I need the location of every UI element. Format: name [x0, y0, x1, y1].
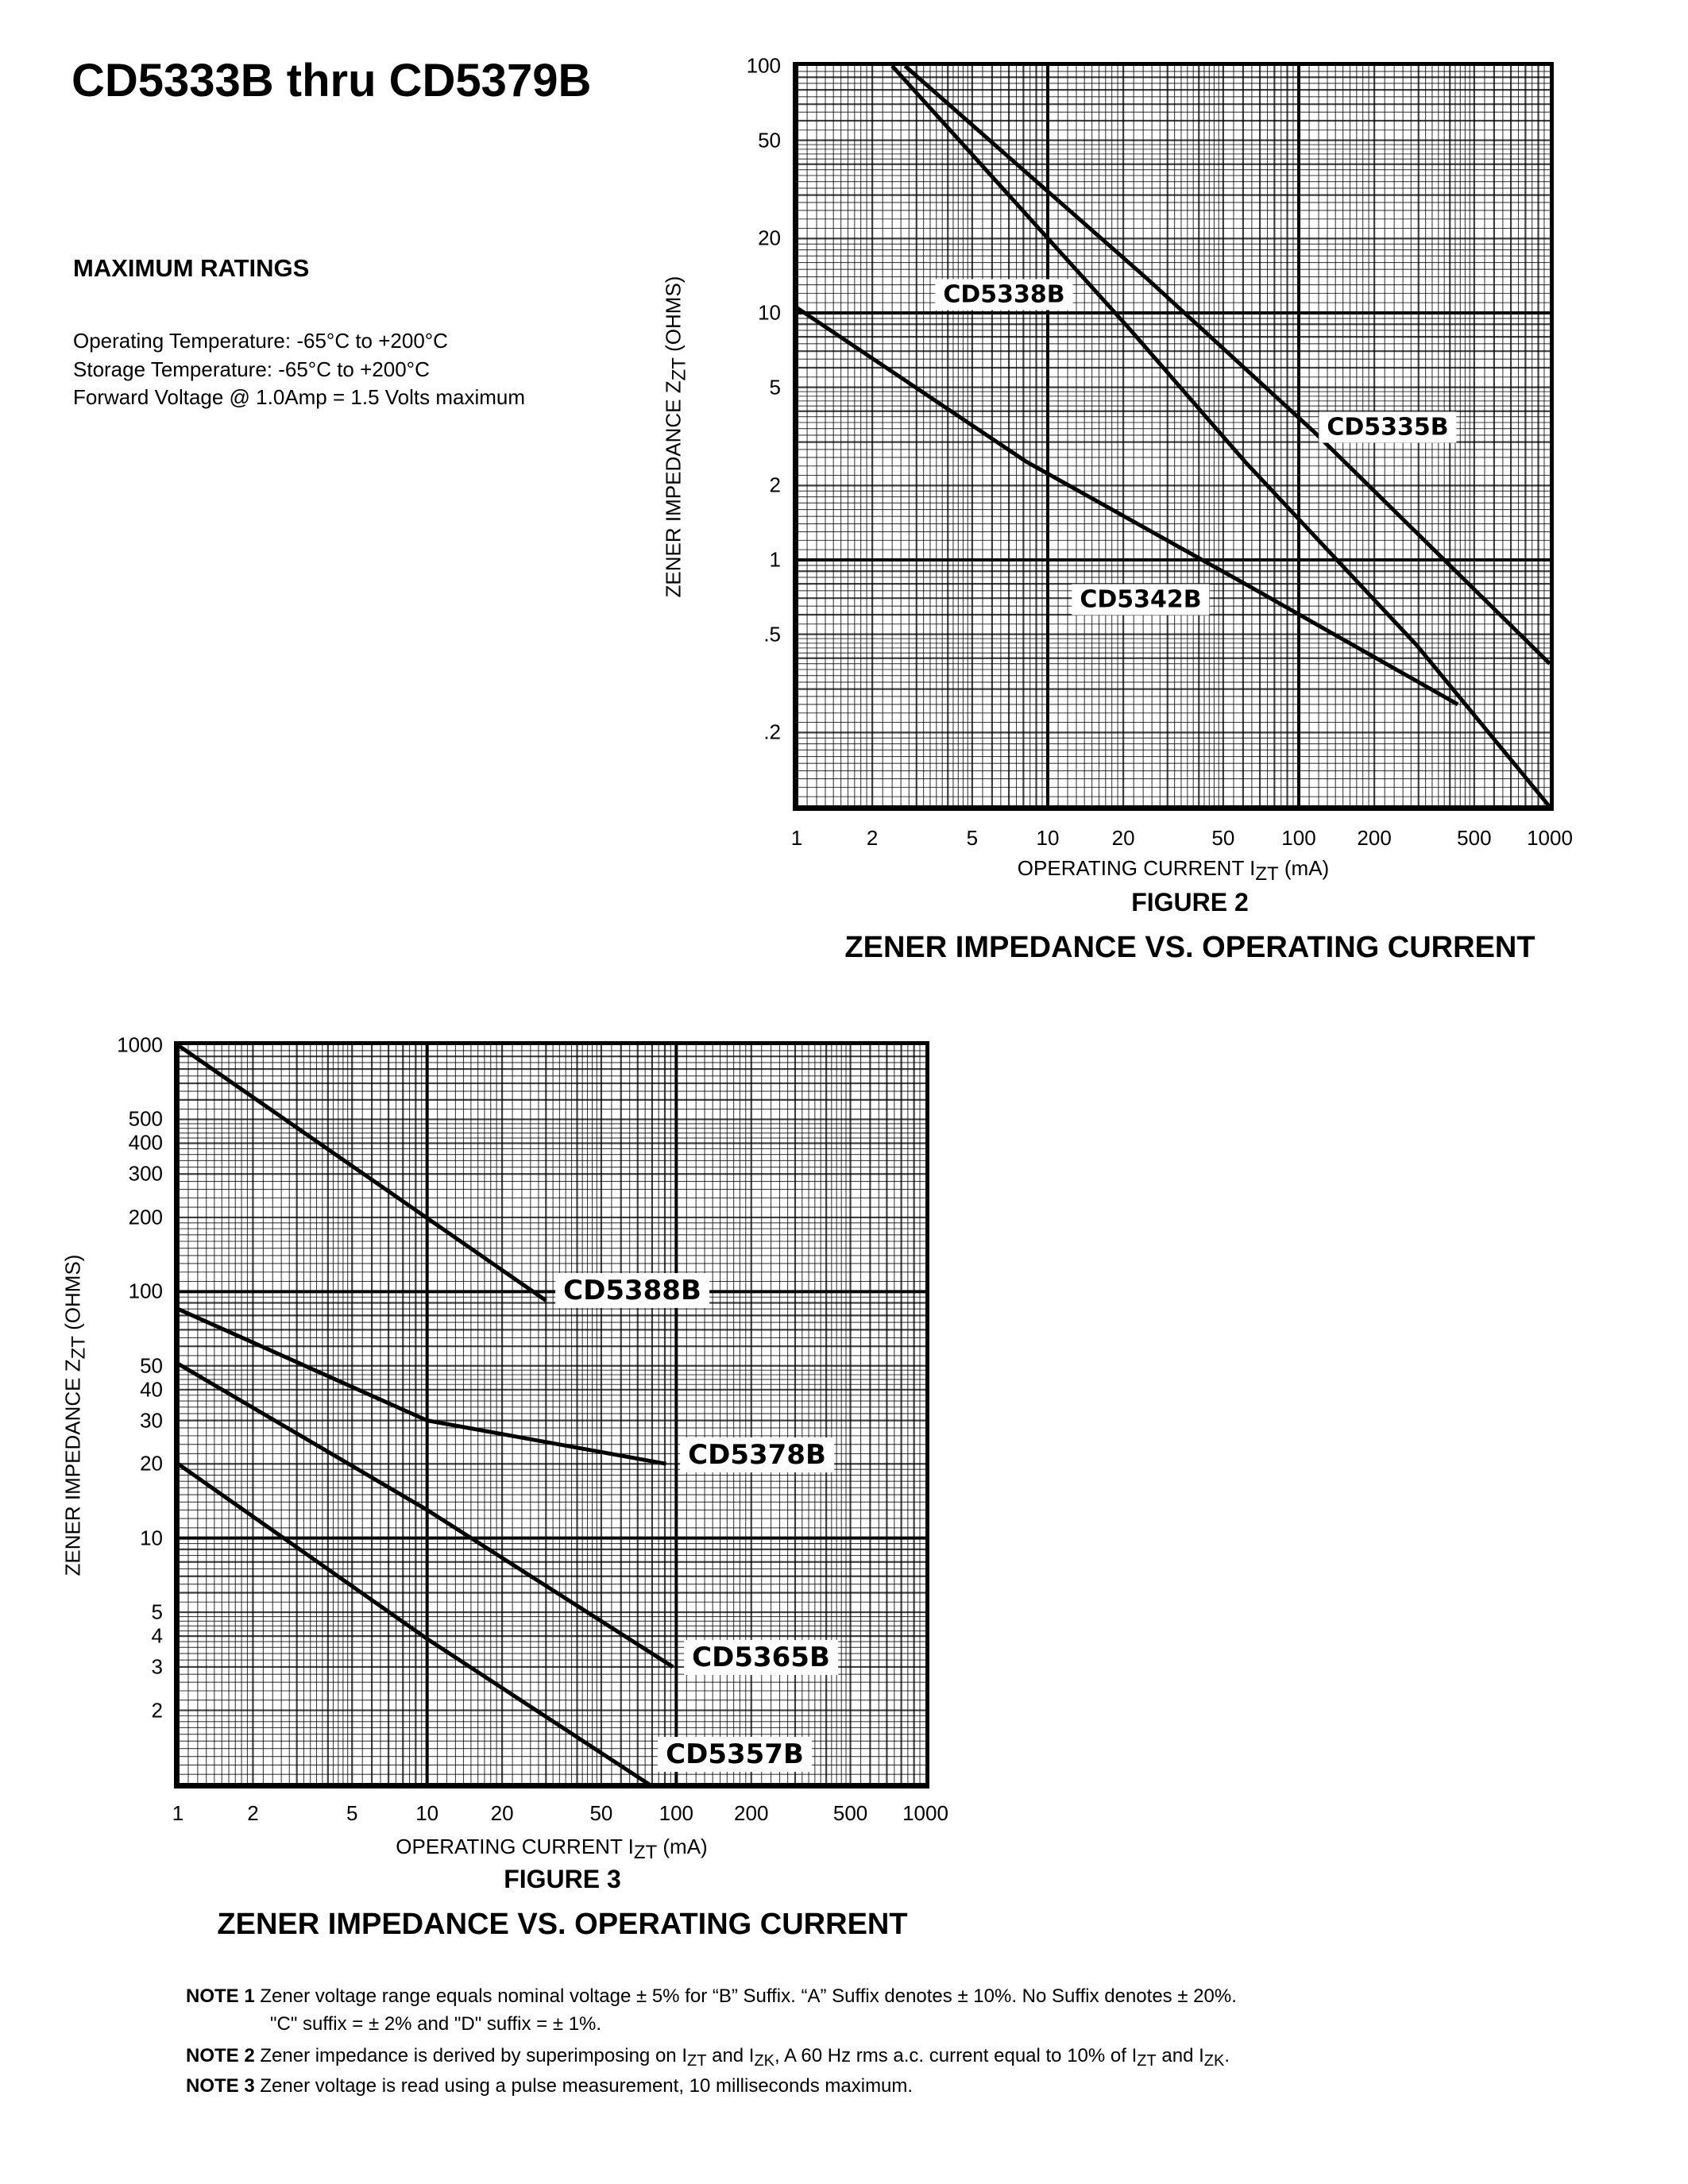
y-tick-label: 50	[140, 1353, 163, 1378]
x-tick-label: 10	[1036, 826, 1060, 850]
y-tick-label: 40	[140, 1377, 163, 1402]
series-line-CD5342B	[797, 306, 1459, 707]
note-line: NOTE 2 Zener impedance is derived by sup…	[186, 2045, 1230, 2070]
rating-storage-temp: Storage Temperature: -65°C to +200°C	[73, 357, 430, 381]
x-tick-label: 1	[790, 826, 803, 850]
x-tick-label: 5	[966, 826, 979, 850]
y-tick-label: 3	[151, 1654, 163, 1679]
x-tick-label: 50	[1211, 826, 1235, 850]
x-tick-label: 200	[1357, 826, 1392, 850]
series-line-CD5365B	[178, 1361, 674, 1669]
y-tick-label: .2	[763, 720, 781, 744]
y-axis-label: ZENER IMPEDANCE ZZT (OHMS)	[661, 276, 690, 597]
series-label-CD5335B: CD5335B	[1319, 411, 1457, 443]
series-line-CD5357B	[178, 1462, 651, 1785]
x-axis-label: OPERATING CURRENT IZT (mA)	[396, 1835, 708, 1863]
y-tick-label: 4	[151, 1623, 163, 1648]
ratings-heading: MAXIMUM RATINGS	[73, 254, 310, 282]
x-tick-label: 1	[172, 1801, 184, 1825]
y-tick-label: 20	[140, 1451, 163, 1476]
x-tick-label: 2	[866, 826, 879, 850]
note-line: NOTE 3 Zener voltage is read using a pul…	[186, 2075, 914, 2097]
x-tick-label: 1000	[1527, 826, 1573, 850]
x-axis-label: OPERATING CURRENT IZT (mA)	[1017, 856, 1330, 885]
rating-forward-voltage: Forward Voltage @ 1.0Amp = 1.5 Volts max…	[73, 385, 526, 409]
series-label-CD5388B: CD5388B	[555, 1273, 709, 1308]
x-tick-label: 2	[247, 1801, 259, 1825]
plot-area	[174, 1041, 929, 1788]
y-tick-label: 1	[769, 547, 781, 572]
y-tick-label: 10	[758, 300, 781, 325]
y-tick-label: 100	[128, 1279, 163, 1303]
figure-title: ZENER IMPEDANCE VS. OPERATING CURRENT	[217, 1908, 908, 1941]
y-tick-label: 20	[758, 226, 781, 250]
y-tick-label: 100	[746, 53, 781, 78]
y-tick-label: 30	[140, 1408, 163, 1433]
y-tick-label: 5	[151, 1599, 163, 1624]
x-tick-label: 500	[1457, 826, 1492, 850]
x-tick-label: 1000	[902, 1801, 948, 1825]
y-tick-label: 50	[758, 128, 781, 152]
y-tick-label: 300	[128, 1161, 163, 1186]
series-line-CD5378B	[178, 1306, 666, 1466]
y-tick-label: 200	[128, 1205, 163, 1229]
note-label: NOTE 3	[186, 2075, 261, 2097]
y-tick-label: 500	[128, 1106, 163, 1131]
y-tick-label: 5	[769, 375, 781, 399]
x-tick-label: 500	[832, 1801, 868, 1825]
document-title: CD5333B thru CD5379B	[71, 55, 592, 106]
x-tick-label: 100	[659, 1801, 694, 1825]
series-label-CD5378B: CD5378B	[680, 1437, 834, 1472]
y-tick-label: .5	[763, 622, 781, 646]
series-label-CD5357B: CD5357B	[658, 1737, 812, 1772]
x-tick-label: 20	[1111, 826, 1135, 850]
series-label-CD5342B: CD5342B	[1072, 584, 1210, 615]
figure-number: FIGURE 3	[504, 1865, 621, 1893]
x-tick-label: 20	[490, 1801, 514, 1825]
x-tick-label: 50	[589, 1801, 613, 1825]
x-tick-label: 100	[1281, 826, 1316, 850]
x-tick-label: 200	[734, 1801, 769, 1825]
note-label: NOTE 2	[186, 2045, 261, 2066]
series-label-CD5338B: CD5338B	[935, 279, 1073, 311]
rating-operating-temp: Operating Temperature: -65°C to +200°C	[73, 329, 448, 353]
note-line: "C" suffix = ± 2% and "D" suffix = ± 1%.	[270, 2013, 602, 2035]
y-axis-label: ZENER IMPEDANCE ZZT (OHMS)	[60, 1254, 90, 1576]
series-line-CD5338B	[890, 66, 1550, 807]
x-tick-label: 5	[346, 1801, 358, 1825]
figure-title: ZENER IMPEDANCE VS. OPERATING CURRENT	[844, 931, 1535, 964]
series-line-CD5388B	[178, 1045, 547, 1302]
series-line-CD5335B	[903, 66, 1550, 666]
y-tick-label: 2	[151, 1698, 163, 1723]
note-label: NOTE 1	[186, 1985, 261, 2007]
x-tick-label: 10	[415, 1801, 439, 1825]
series-label-CD5365B: CD5365B	[684, 1640, 838, 1675]
y-tick-label: 10	[140, 1526, 163, 1550]
y-tick-label: 2	[769, 473, 781, 497]
figure-number: FIGURE 2	[1131, 888, 1249, 916]
y-tick-label: 400	[128, 1130, 163, 1155]
note-line: NOTE 1 Zener voltage range equals nomina…	[186, 1985, 1237, 2007]
y-tick-label: 1000	[117, 1032, 163, 1057]
